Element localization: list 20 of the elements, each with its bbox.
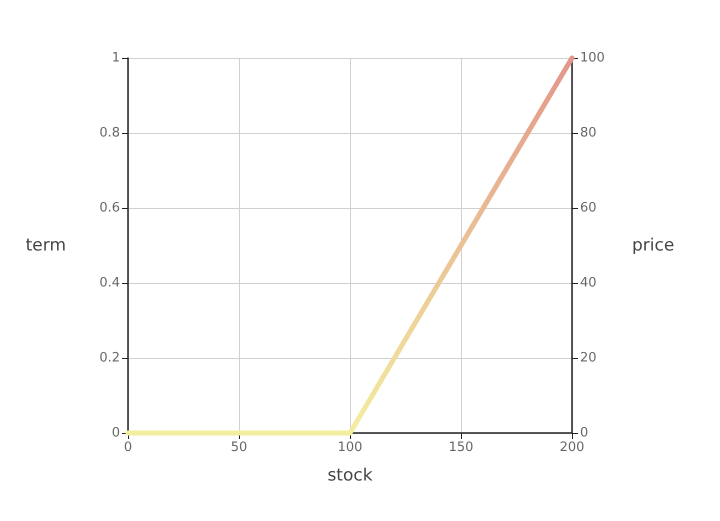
x-tick-label: 200 [560, 440, 584, 455]
y-axis-title: term [26, 236, 66, 256]
x-tick-label: 50 [230, 440, 248, 455]
x-tick-label: 150 [448, 440, 474, 455]
y-tick-label: 1 [112, 50, 120, 66]
x-tick-label: 100 [338, 440, 362, 455]
y-tick-label: 0.8 [99, 126, 120, 140]
y-tick-label: 0 [112, 426, 120, 440]
x-axis-title: stock [327, 466, 373, 486]
y2-tick-label: 20 [580, 350, 597, 366]
y-tick-label: 0.2 [99, 350, 120, 366]
y-tick-label: 0.4 [99, 276, 120, 290]
y2-tick-label: 40 [580, 276, 597, 290]
y-tick-label: 0.6 [99, 200, 120, 216]
x-tick-label: 0 [124, 440, 132, 455]
y2-tick-label: 0 [580, 426, 588, 440]
y2-axis-title: price [632, 236, 674, 256]
y2-tick-label: 100 [580, 50, 605, 66]
y2-tick-label: 80 [580, 126, 597, 140]
y2-tick-label: 60 [580, 200, 597, 216]
